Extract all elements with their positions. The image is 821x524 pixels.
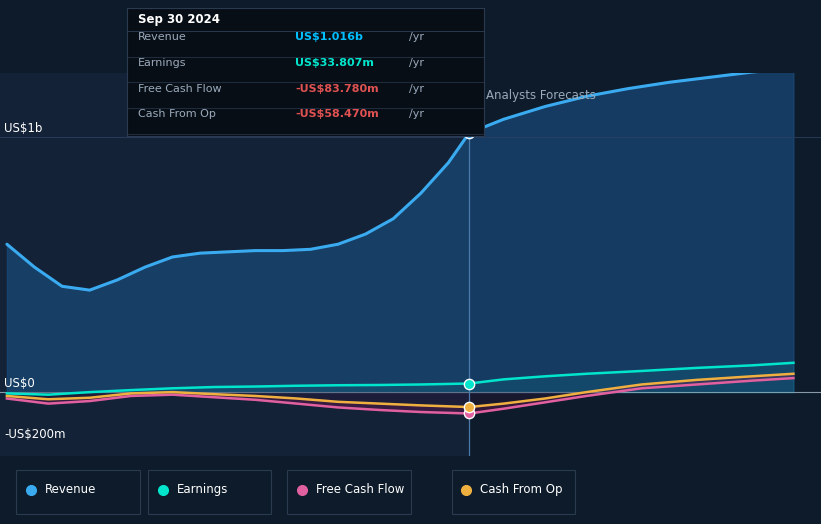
Text: Revenue: Revenue: [45, 484, 97, 496]
Text: Cash From Op: Cash From Op: [480, 484, 562, 496]
Text: Free Cash Flow: Free Cash Flow: [316, 484, 405, 496]
Point: [462, 403, 475, 411]
Text: US$1.016b: US$1.016b: [295, 32, 363, 42]
Text: -US$200m: -US$200m: [4, 428, 66, 441]
Text: US$0: US$0: [4, 377, 34, 390]
Text: /yr: /yr: [410, 58, 424, 68]
Text: Sep 30 2024: Sep 30 2024: [138, 13, 220, 26]
Text: Revenue: Revenue: [138, 32, 186, 42]
Text: Cash From Op: Cash From Op: [138, 110, 216, 119]
Text: /yr: /yr: [410, 32, 424, 42]
Text: -US$83.780m: -US$83.780m: [295, 84, 378, 94]
Text: Earnings: Earnings: [177, 484, 228, 496]
Text: Past: Past: [432, 89, 461, 102]
Text: /yr: /yr: [410, 110, 424, 119]
Bar: [469, 73, 821, 456]
Text: /yr: /yr: [410, 84, 424, 94]
Point: [462, 379, 475, 388]
Text: -US$58.470m: -US$58.470m: [295, 110, 378, 119]
Point: [462, 129, 475, 137]
Bar: [0, 73, 469, 456]
Text: Analysts Forecasts: Analysts Forecasts: [486, 89, 595, 102]
Text: US$33.807m: US$33.807m: [295, 58, 374, 68]
Text: Free Cash Flow: Free Cash Flow: [138, 84, 222, 94]
Text: Earnings: Earnings: [138, 58, 186, 68]
Text: US$1b: US$1b: [4, 122, 43, 135]
Point: [462, 409, 475, 418]
